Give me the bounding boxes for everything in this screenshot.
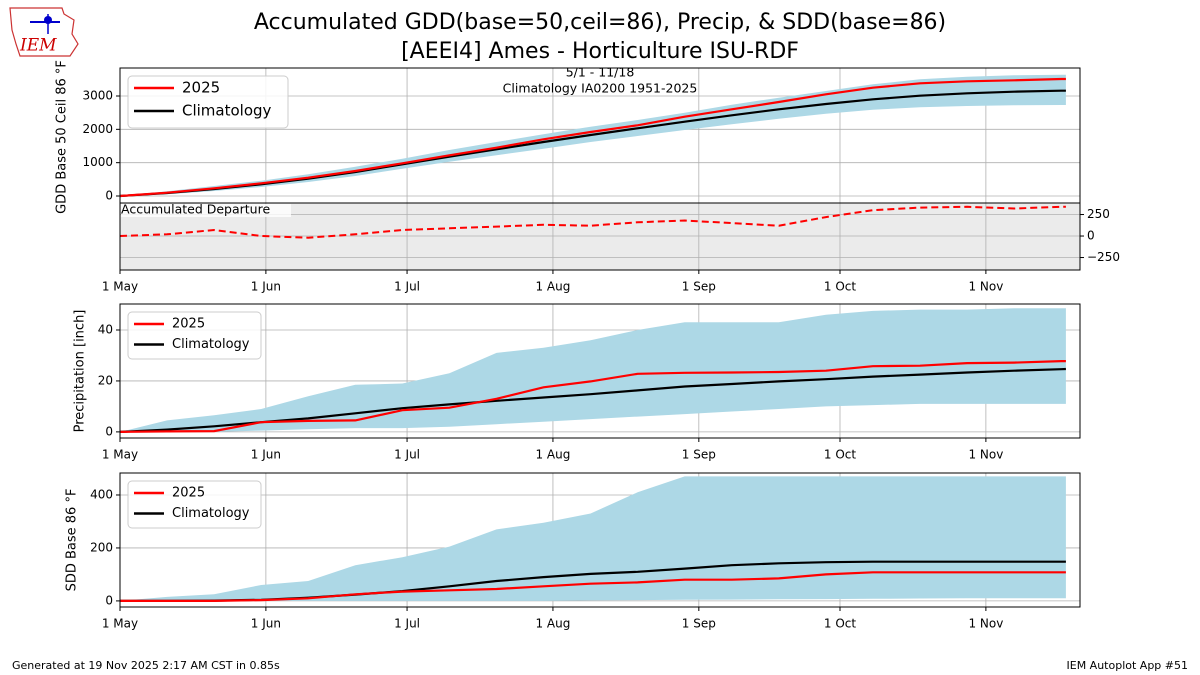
series-line	[119, 77, 1066, 198]
chart-subtitle: [AEEI4] Ames - Horticulture ISU-RDF	[401, 39, 799, 64]
logo: IEM	[9, 7, 79, 57]
departure-line	[119, 205, 1066, 239]
chart-title: Accumulated GDD(base=50,ceil=86), Precip…	[254, 10, 946, 35]
annotation: 5/1 - 11/18	[566, 65, 635, 80]
x-tick-label: 1 Jul	[394, 617, 420, 631]
plot-frame	[119, 303, 1081, 439]
range-band	[120, 476, 1066, 601]
x-tick-label: 1 May	[102, 280, 138, 294]
y-tick-label: 20	[98, 373, 113, 387]
legend-label: 2025	[172, 486, 205, 501]
range-band	[120, 308, 1066, 432]
footer-right: IEM Autoplot App #51	[1067, 659, 1189, 672]
x-tick-label: 1 Jun	[251, 280, 281, 294]
x-tick-label: 1 Aug	[535, 448, 570, 462]
x-tick-label: 1 Sep	[682, 617, 716, 631]
series-line	[119, 367, 1066, 433]
x-tick-label: 1 Aug	[535, 617, 570, 631]
x-tick-label: 1 May	[102, 448, 138, 462]
y-axis-label: SDD Base 86 °F	[65, 489, 80, 592]
series-line	[120, 571, 1066, 602]
y-tick-label: −250	[1087, 250, 1120, 264]
logo-text: IEM	[19, 36, 57, 56]
y-tick-label: 0	[105, 424, 113, 438]
y-tick-label: 3000	[82, 89, 113, 103]
legend-label: Climatology	[172, 337, 250, 352]
y-tick-label: 400	[90, 487, 113, 501]
plot-frame	[119, 472, 1081, 608]
y-tick-label: 200	[90, 540, 113, 554]
departure-frame	[119, 202, 1081, 271]
legend-label: 2025	[172, 317, 205, 332]
departure-annotation: Accumulated Departure	[121, 202, 270, 217]
y-tick-label: 0	[105, 593, 113, 607]
x-tick-label: 1 Nov	[968, 280, 1003, 294]
legend-label: Climatology	[182, 102, 272, 120]
x-tick-label: 1 Jun	[251, 617, 281, 631]
x-tick-label: 1 Nov	[968, 617, 1003, 631]
x-tick-label: 1 Jun	[251, 448, 281, 462]
x-tick-label: 1 Sep	[682, 280, 716, 294]
y-axis-label: Precipitation [inch]	[73, 310, 88, 433]
annotation-bg	[121, 204, 291, 217]
logo-outline	[9, 7, 79, 57]
y-tick-label: 40	[98, 322, 113, 336]
annotation: Climatology IA0200 1951-2025	[503, 81, 698, 96]
footer-left: Generated at 19 Nov 2025 2:17 AM CST in …	[12, 659, 280, 672]
series-line	[119, 360, 1066, 433]
legend-label: 2025	[182, 79, 220, 97]
x-tick-label: 1 Nov	[968, 448, 1003, 462]
x-tick-label: 1 Aug	[535, 280, 570, 294]
x-tick-label: 1 Oct	[824, 448, 856, 462]
y-tick-label: 2000	[82, 122, 113, 136]
legend-label: Climatology	[172, 506, 250, 521]
x-tick-label: 1 Sep	[682, 448, 716, 462]
x-tick-label: 1 Jul	[394, 448, 420, 462]
x-tick-label: 1 May	[102, 617, 138, 631]
y-tick-label: 250	[1087, 207, 1110, 221]
y-tick-label: 1000	[82, 155, 113, 169]
x-tick-label: 1 Oct	[824, 617, 856, 631]
x-tick-label: 1 Oct	[824, 280, 856, 294]
y-tick-label: 0	[1087, 229, 1095, 243]
y-axis-label: GDD Base 50 Ceil 86 °F	[55, 60, 70, 214]
y-tick-label: 0	[105, 189, 113, 203]
x-tick-label: 1 Jul	[394, 280, 420, 294]
